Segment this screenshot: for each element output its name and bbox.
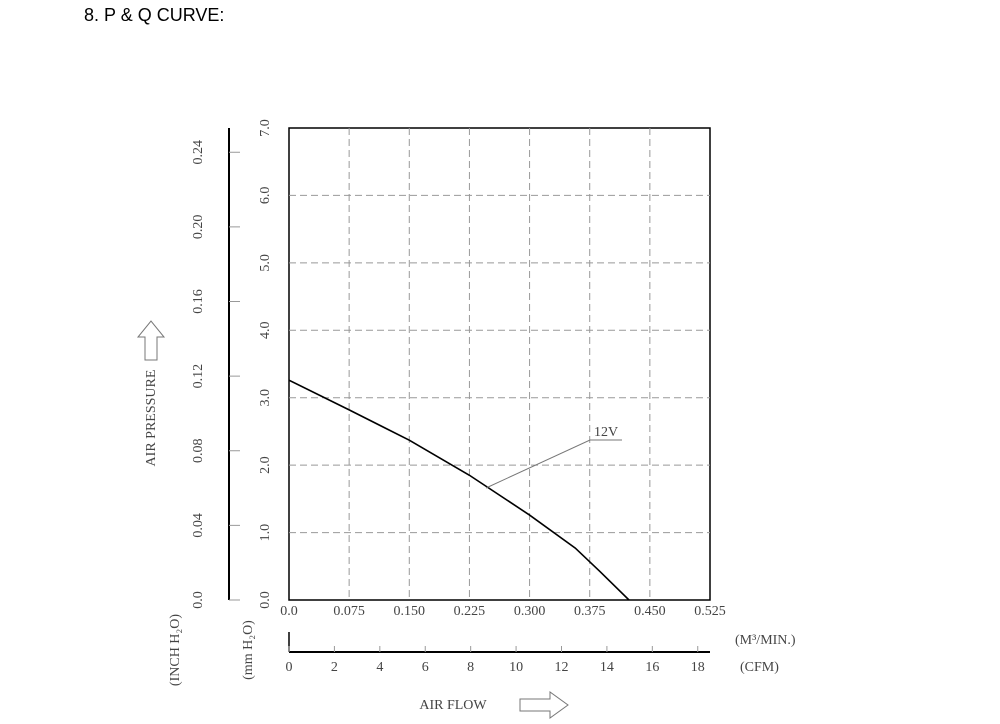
x2-tick-label: 2 (331, 660, 338, 675)
x-tick-label: 0.225 (454, 604, 486, 619)
x-tick-label: 0.375 (574, 604, 606, 619)
x2-tick-label: 14 (600, 660, 614, 675)
y-unit-label: (mm H₂O) (241, 620, 256, 680)
y2-tick-label: 0.12 (191, 364, 206, 389)
y-tick-label: 1.0 (258, 524, 273, 542)
y-tick-label: 0.0 (258, 591, 273, 609)
y-tick-label: 3.0 (258, 389, 273, 407)
x-tick-label: 0.300 (514, 604, 546, 619)
up-arrow (136, 320, 166, 361)
x2-tick-label: 10 (509, 660, 523, 675)
x2-tick-label: 0 (286, 660, 293, 675)
x-tick-label: 0.450 (634, 604, 666, 619)
x-tick-label: 0.525 (694, 604, 726, 619)
annotation-leader (485, 439, 622, 489)
chart-title: 8. P & Q CURVE: (84, 5, 224, 25)
x2-tick-label: 16 (645, 660, 659, 675)
y-tick-label: 7.0 (258, 119, 273, 137)
series-label: 12V (594, 425, 618, 440)
y-axis-label: AIR PRESSURE (144, 370, 159, 467)
y2-tick-label: 0.24 (191, 140, 206, 165)
plot-frame (288, 127, 711, 601)
y-tick-label: 6.0 (258, 187, 273, 205)
x-tick-label: 0.150 (394, 604, 426, 619)
right-arrow (519, 691, 569, 719)
series-line (288, 379, 630, 601)
y-tick-label: 5.0 (258, 254, 273, 272)
x2-tick-label: 12 (554, 660, 568, 675)
x2-tick-label: 6 (422, 660, 429, 675)
y2-tick-label: 0.04 (191, 513, 206, 538)
x2-unit-label: (CFM) (740, 660, 779, 675)
y2-tick-label: 0.0 (191, 591, 206, 609)
x-axis-label: AIR FLOW (419, 698, 487, 713)
x2-tick-label: 4 (376, 660, 383, 675)
y2-tick-label: 0.20 (191, 215, 206, 240)
x2-tick-label: 8 (467, 660, 474, 675)
x-tick-label: 0.075 (333, 604, 365, 619)
y2-tick-label: 0.16 (191, 289, 206, 314)
x2-tick-label: 18 (691, 660, 705, 675)
y2-tick-label: 0.08 (191, 439, 206, 464)
y2-unit-label: (INCH H₂O) (168, 614, 183, 686)
x-unit-label: (M³/MIN.) (735, 633, 796, 648)
y-tick-label: 2.0 (258, 456, 273, 474)
y-tick-label: 4.0 (258, 322, 273, 340)
x-tick-label: 0.0 (280, 604, 298, 619)
